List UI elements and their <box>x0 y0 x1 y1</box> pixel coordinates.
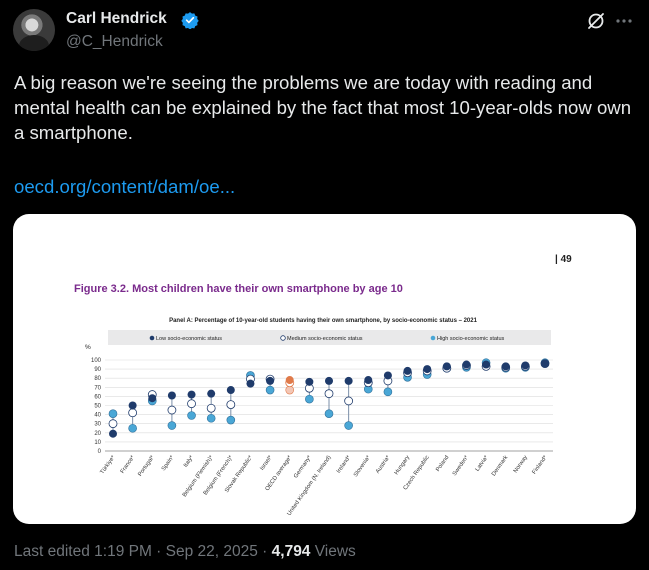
data-point-medium <box>187 399 196 409</box>
tweet-text: A big reason we're seeing the problems w… <box>14 72 632 143</box>
legend-marker-medium <box>280 335 286 341</box>
y-tick-label: 70 <box>94 385 101 391</box>
legend-marker-low <box>149 335 155 341</box>
data-point-high <box>128 423 137 433</box>
x-tick-label: Israel* <box>259 454 274 472</box>
data-point-high <box>285 385 295 395</box>
x-tick-label: United Kingdom (N. Ireland) <box>287 455 333 517</box>
data-point-low <box>305 377 314 386</box>
legend-label-medium: Medium socio-economic status <box>287 336 363 342</box>
grok-icon[interactable] <box>586 11 606 31</box>
data-point-low <box>482 360 491 369</box>
verified-badge-icon <box>181 12 199 29</box>
data-point-low <box>285 376 294 385</box>
data-point-medium <box>206 403 216 413</box>
data-point-low <box>403 366 412 375</box>
x-tick-label: Denmark <box>491 455 509 478</box>
data-point-low <box>423 365 432 374</box>
data-point-low <box>462 360 471 369</box>
data-point-low <box>266 376 275 385</box>
panel-title: Panel A: Percentage of 10-year-old stude… <box>169 318 478 324</box>
y-tick-label: 30 <box>94 422 101 428</box>
y-tick-label: 0 <box>98 449 102 455</box>
x-tick-label: Türkiye* <box>100 454 118 475</box>
chart-image: | 49 Figure 3.2. Most children have thei… <box>74 254 572 517</box>
data-point-low <box>128 401 137 410</box>
data-point-low <box>187 390 196 399</box>
data-point-low <box>383 371 392 380</box>
edited-timestamp[interactable]: Last edited 1:19 PM · Sep 22, 2025 · <box>14 543 272 560</box>
data-point-low <box>325 376 333 385</box>
data-point-low <box>344 376 353 385</box>
views-label: Views <box>310 543 356 560</box>
x-tick-label: Ireland* <box>336 454 353 474</box>
x-tick-label: France* <box>120 454 137 475</box>
media-card[interactable]: | 49 Figure 3.2. Most children have thei… <box>13 214 636 524</box>
y-tick-label: 60 <box>94 394 101 400</box>
tweet-link[interactable]: oecd.org/content/dam/oe... <box>14 176 236 197</box>
y-axis-label: % <box>85 344 91 351</box>
data-point-low <box>521 361 530 370</box>
x-tick-label: Portugal* <box>137 454 156 478</box>
y-tick-label: 90 <box>94 367 101 373</box>
data-point-low <box>167 391 176 400</box>
legend-label-high: High socio-economic status <box>437 336 505 342</box>
x-tick-label: Latvia* <box>475 454 491 473</box>
data-point-high <box>108 409 118 418</box>
author-avatar[interactable] <box>13 9 55 51</box>
data-point-low <box>226 386 235 395</box>
data-point-low <box>148 394 157 403</box>
data-point-medium <box>167 405 177 415</box>
figure-title: Figure 3.2. Most children have their own… <box>74 283 403 295</box>
x-tick-label: Slovenia* <box>353 454 372 478</box>
data-point-high <box>305 394 314 404</box>
data-point-high <box>226 415 236 425</box>
x-tick-label: Spain* <box>161 454 176 472</box>
legend-marker-high <box>430 335 436 341</box>
data-point-low <box>364 376 373 385</box>
x-tick-label: Sweden* <box>452 454 471 477</box>
author-handle[interactable]: @C_Hendrick <box>66 33 163 50</box>
x-tick-label: Finland* <box>532 454 550 475</box>
x-tick-label: Germany* <box>293 454 313 479</box>
data-point-high <box>206 413 216 423</box>
data-point-high <box>383 387 393 397</box>
y-tick-label: 50 <box>94 404 101 410</box>
author-name[interactable]: Carl Hendrick <box>66 10 167 27</box>
x-tick-label: Norway <box>513 455 529 475</box>
data-point-low <box>246 379 255 388</box>
y-tick-label: 100 <box>91 358 102 364</box>
y-tick-label: 80 <box>94 376 101 382</box>
data-point-low <box>442 362 451 371</box>
data-point-medium <box>108 419 118 429</box>
y-tick-label: 20 <box>94 431 101 437</box>
x-tick-label: Italy* <box>183 454 196 469</box>
data-point-high <box>187 411 196 420</box>
page-number: | 49 <box>555 254 572 265</box>
data-point-medium <box>324 389 334 399</box>
data-point-medium <box>344 396 354 406</box>
x-tick-label: Poland <box>435 455 450 473</box>
y-tick-label: 40 <box>94 413 101 419</box>
data-point-medium <box>226 400 236 409</box>
legend-box <box>108 330 551 345</box>
data-point-high <box>344 421 353 430</box>
data-point-low <box>109 429 117 438</box>
views-count: 4,794 <box>271 543 311 560</box>
tweet-footer: Last edited 1:19 PM · Sep 22, 2025 · 4,7… <box>14 543 356 561</box>
data-point-low <box>207 389 216 398</box>
legend-label-low: Low socio-economic status <box>156 336 222 342</box>
data-point-high <box>167 421 177 430</box>
data-point-high <box>265 385 275 395</box>
more-options-icon[interactable] <box>614 11 634 31</box>
data-point-low <box>501 362 510 371</box>
data-point-low <box>541 359 549 368</box>
x-tick-label: Austria* <box>375 454 392 475</box>
x-tick-label: Hungary <box>394 455 412 476</box>
y-tick-label: 10 <box>94 440 101 446</box>
data-point-medium <box>128 408 138 418</box>
data-point-high <box>324 409 334 418</box>
